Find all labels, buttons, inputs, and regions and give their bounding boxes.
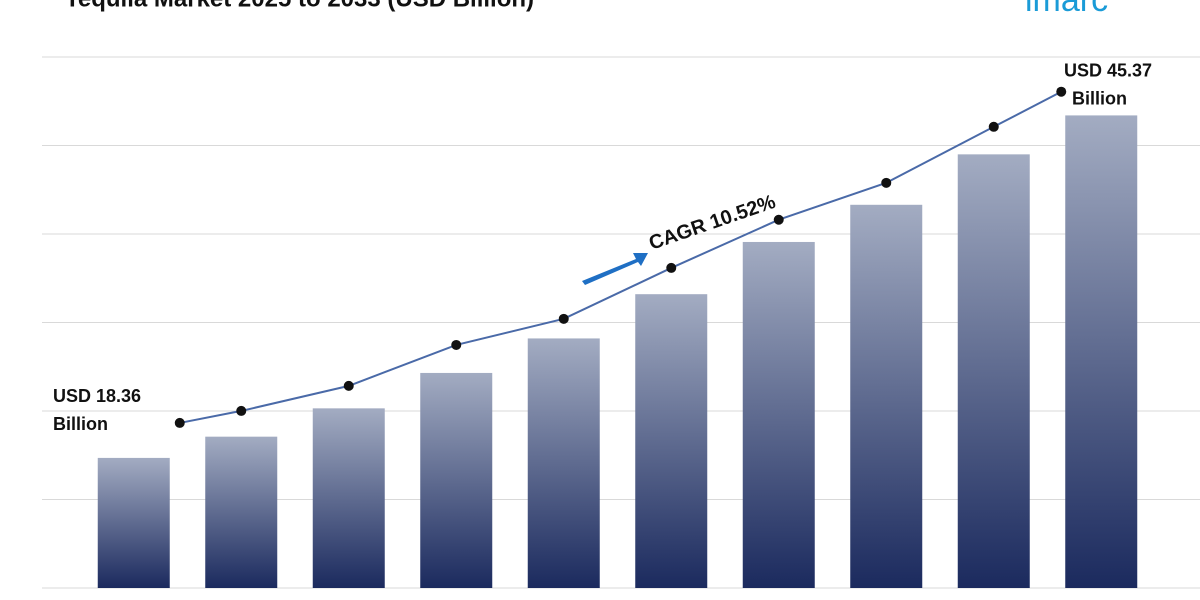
bar: [420, 372, 493, 588]
line-point: [666, 262, 677, 273]
bar: [635, 294, 708, 588]
bar: [527, 338, 600, 588]
bar: [850, 204, 923, 589]
bar: [957, 154, 1030, 588]
line-point: [881, 177, 892, 188]
line-point: [451, 339, 462, 350]
logo: imarc: [1025, 0, 1108, 19]
bars: [97, 115, 1138, 589]
line-point: [988, 121, 999, 132]
line-point: [343, 380, 354, 391]
chart-title: Tequila Market 2025 to 2033 (USD Billion…: [65, 0, 534, 12]
bar: [97, 457, 170, 588]
line-point: [236, 405, 247, 416]
bar: [205, 436, 278, 588]
bar: [312, 408, 385, 588]
bar: [1065, 115, 1138, 588]
line-point: [174, 417, 185, 428]
cagr-arrow: [582, 253, 648, 285]
line-point: [558, 313, 569, 324]
value-label: USD 18.36 Billion: [53, 386, 141, 434]
trend-line: [179, 90, 1062, 424]
line-layer: USD 18.36 Billion USD 45.37 Billion: [53, 60, 1152, 433]
line-point: [773, 214, 784, 225]
value-label: USD 45.37 Billion: [1064, 60, 1152, 108]
bar: [742, 241, 815, 588]
line-point: [1056, 86, 1067, 97]
